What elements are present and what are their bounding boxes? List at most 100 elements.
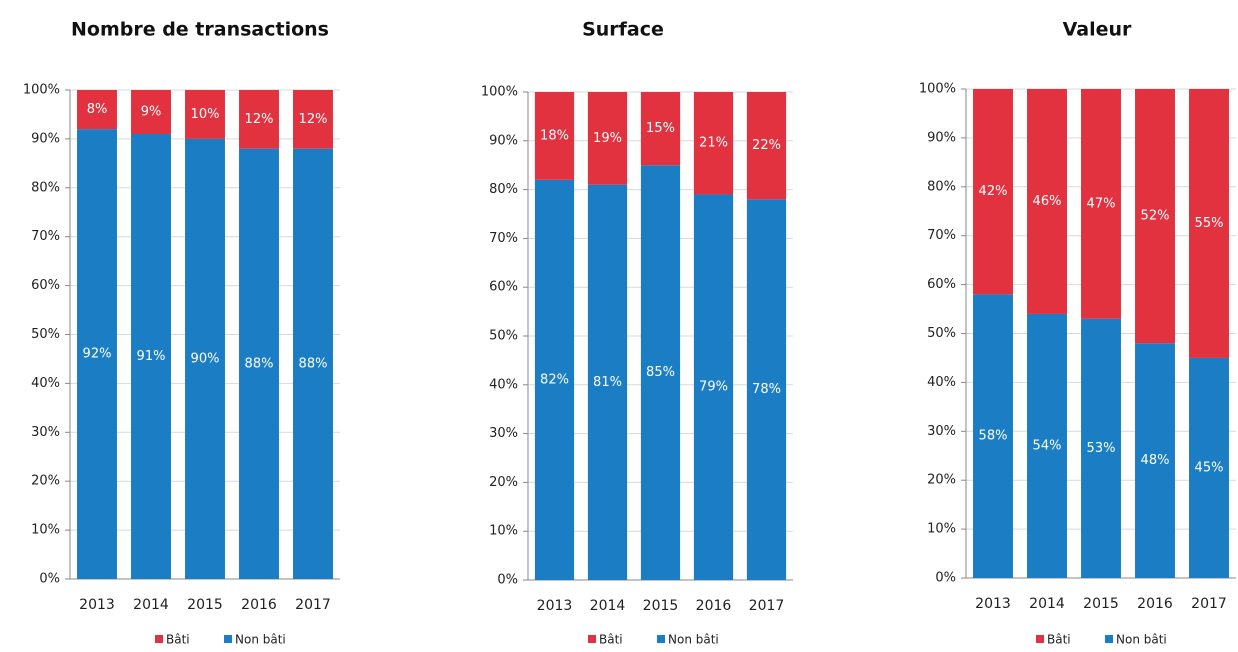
bar-segment — [131, 134, 171, 579]
value-label: 90% — [191, 351, 220, 366]
y-tick-label: 30% — [31, 425, 60, 440]
value-label: 88% — [299, 356, 328, 371]
y-tick-label: 80% — [927, 179, 956, 194]
x-tick-label: 2016 — [241, 597, 277, 613]
x-tick-label: 2013 — [537, 598, 573, 614]
value-label: 19% — [593, 131, 622, 146]
y-tick-label: 20% — [927, 473, 956, 488]
legend-swatch — [1036, 635, 1044, 643]
value-label: 22% — [752, 138, 781, 153]
y-tick-label: 20% — [489, 475, 518, 490]
legend-swatch — [588, 635, 596, 643]
bar-segment — [693, 92, 734, 195]
value-label: 82% — [540, 372, 569, 387]
value-label: 47% — [1087, 196, 1116, 211]
y-tick-label: 60% — [489, 280, 518, 295]
bar-segment — [640, 165, 681, 580]
x-tick-label: 2015 — [643, 598, 679, 614]
x-tick-label: 2015 — [1083, 596, 1119, 612]
legend-swatch — [657, 635, 665, 643]
bar-segment — [693, 194, 734, 581]
value-label: 81% — [593, 375, 622, 390]
value-label: 42% — [979, 184, 1008, 199]
bar-segment — [534, 179, 575, 580]
value-label: 92% — [83, 347, 112, 362]
x-tick-label: 2015 — [187, 597, 223, 613]
legend-swatch — [155, 635, 163, 643]
bar-segment — [1027, 89, 1067, 314]
y-tick-label: 10% — [489, 524, 518, 539]
bar-segment — [1081, 89, 1121, 319]
bar-segment — [293, 90, 333, 149]
bar-segment — [1135, 89, 1175, 344]
value-label: 10% — [191, 107, 220, 122]
bar-segment — [746, 199, 787, 581]
bar-segment — [185, 138, 225, 579]
value-label: 79% — [699, 380, 728, 395]
y-tick-label: 100% — [23, 83, 60, 98]
chart-title: Nombre de transactions — [71, 19, 329, 41]
value-label: 18% — [540, 128, 569, 143]
y-tick-label: 30% — [927, 424, 956, 439]
y-tick-label: 50% — [489, 329, 518, 344]
y-tick-label: 50% — [31, 327, 60, 342]
value-label: 91% — [137, 349, 166, 364]
value-label: 8% — [87, 102, 108, 117]
bar-segment — [185, 90, 225, 139]
legend-swatch — [1105, 635, 1113, 643]
bar-segment — [239, 148, 279, 579]
legend-label: Bâti — [166, 633, 190, 647]
y-tick-label: 100% — [919, 82, 956, 97]
bar-segment — [973, 89, 1013, 295]
value-label: 88% — [245, 356, 274, 371]
bar-segment — [1135, 343, 1175, 578]
x-tick-label: 2016 — [1137, 596, 1173, 612]
bar-segment — [131, 90, 171, 135]
y-tick-label: 40% — [927, 375, 956, 390]
x-tick-label: 2013 — [79, 597, 115, 613]
bar-segment — [1189, 89, 1229, 358]
y-tick-label: 90% — [927, 130, 956, 145]
value-label: 52% — [1141, 209, 1170, 224]
value-label: 9% — [141, 105, 162, 120]
x-tick-label: 2017 — [295, 597, 331, 613]
y-tick-label: 40% — [31, 376, 60, 391]
y-tick-label: 0% — [935, 571, 956, 586]
bar-segment — [77, 90, 117, 130]
x-tick-label: 2014 — [1029, 596, 1065, 612]
value-label: 48% — [1141, 453, 1170, 468]
bar-segment — [293, 148, 333, 579]
y-tick-label: 20% — [31, 474, 60, 489]
y-tick-label: 70% — [31, 229, 60, 244]
bar-segment — [973, 294, 1013, 578]
bar-segment — [534, 92, 575, 180]
y-tick-label: 0% — [39, 572, 60, 587]
y-tick-label: 90% — [489, 133, 518, 148]
bar-segment — [587, 184, 628, 580]
y-tick-label: 10% — [31, 523, 60, 538]
bar-segment — [1027, 313, 1067, 578]
legend-swatch — [224, 635, 232, 643]
value-label: 54% — [1033, 438, 1062, 453]
value-label: 53% — [1087, 441, 1116, 456]
bar-segment — [239, 90, 279, 149]
legend-label: Bâti — [1047, 633, 1071, 647]
chart-title: Valeur — [1063, 19, 1132, 41]
y-tick-label: 0% — [497, 573, 518, 588]
bar-segment — [640, 92, 681, 166]
y-tick-label: 10% — [927, 522, 956, 537]
value-label: 15% — [646, 121, 675, 136]
value-label: 58% — [979, 429, 1008, 444]
legend-label: Non bâti — [1116, 633, 1167, 647]
value-label: 78% — [752, 382, 781, 397]
bar-segment — [77, 129, 117, 579]
x-tick-label: 2014 — [133, 597, 169, 613]
x-tick-label: 2017 — [1191, 596, 1227, 612]
value-label: 12% — [245, 112, 274, 127]
y-tick-label: 90% — [31, 131, 60, 146]
x-tick-label: 2016 — [696, 598, 732, 614]
y-tick-label: 30% — [489, 426, 518, 441]
bar-segment — [587, 92, 628, 185]
legend-label: Bâti — [599, 633, 623, 647]
